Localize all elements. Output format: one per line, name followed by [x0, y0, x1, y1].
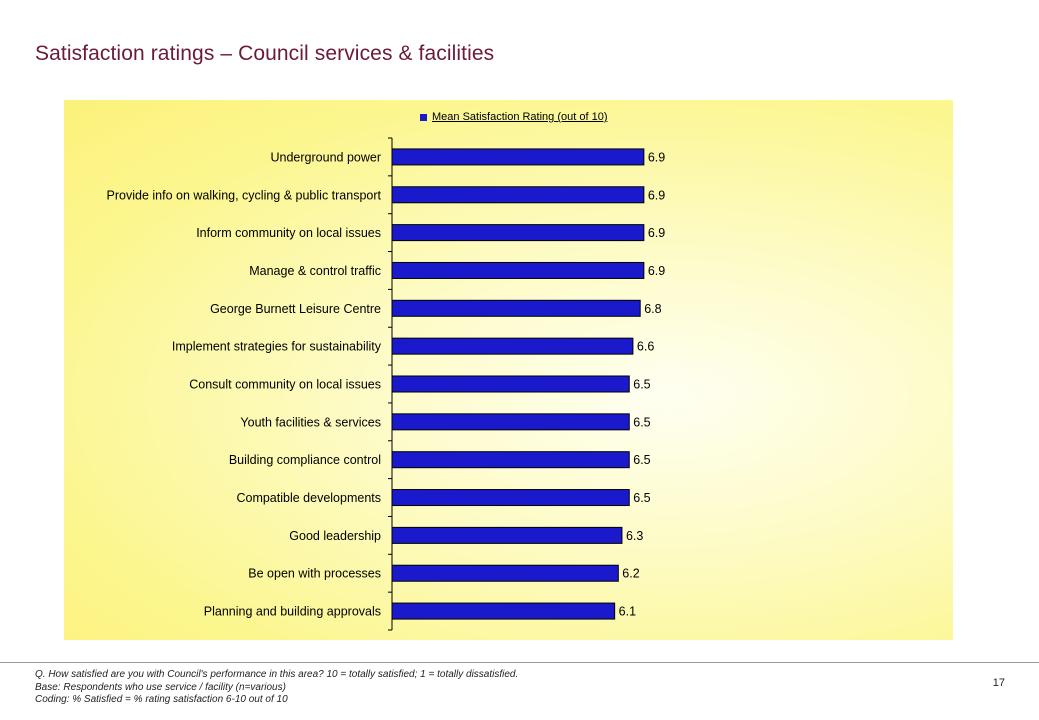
- bar: [391, 224, 645, 242]
- footer-divider: [0, 662, 1039, 663]
- bar: [391, 489, 630, 507]
- y-axis-ticks: [388, 137, 392, 631]
- category-label: Good leadership: [289, 529, 381, 543]
- data-label: 6.5: [633, 453, 650, 467]
- footnotes: Q. How satisfied are you with Council's …: [35, 669, 518, 707]
- data-label: 6.3: [626, 529, 643, 543]
- chart-legend: Mean Satisfaction Rating (out of 10): [420, 111, 607, 123]
- bar: [391, 602, 616, 620]
- bars-layer: [391, 148, 645, 620]
- bar: [391, 564, 619, 582]
- category-labels: Underground power Provide info on walking…: [107, 150, 382, 618]
- data-label: 6.9: [648, 264, 665, 278]
- data-label: 6.2: [622, 567, 639, 581]
- category-label: Planning and building approvals: [204, 605, 381, 619]
- bar: [391, 148, 645, 166]
- bar: [391, 413, 630, 431]
- bar: [391, 186, 645, 204]
- data-label: 6.9: [648, 188, 665, 202]
- category-label: Provide info on walking, cycling & publi…: [107, 188, 382, 202]
- bar: [391, 337, 634, 355]
- page-number: 17: [992, 677, 1005, 689]
- category-label: Underground power: [271, 150, 382, 164]
- category-label: Implement strategies for sustainability: [172, 340, 382, 354]
- category-label: George Burnett Leisure Centre: [210, 302, 381, 316]
- data-labels: 6.9 6.9 6.9 6.9 6.8 6.6 6.5 6.5 6.5 6.5 6.3 6.2 6.1: [619, 150, 666, 618]
- data-label: 6.9: [648, 150, 665, 164]
- data-label: 6.9: [648, 226, 665, 240]
- bar: [391, 299, 641, 317]
- footnote-coding: Coding: % Satisfied = % rating satisfact…: [35, 694, 288, 705]
- data-label: 6.8: [644, 302, 661, 316]
- category-label: Youth facilities & services: [240, 415, 381, 429]
- data-label: 6.1: [619, 605, 636, 619]
- category-label: Consult community on local issues: [189, 378, 381, 392]
- bar: [391, 261, 645, 279]
- bar: [391, 451, 630, 469]
- bar: [391, 375, 630, 393]
- category-label: Inform community on local issues: [196, 226, 381, 240]
- footnote-base: Base: Respondents who use service / faci…: [35, 681, 286, 693]
- data-label: 6.5: [633, 378, 650, 392]
- category-label: Compatible developments: [236, 491, 381, 505]
- category-label: Manage & control traffic: [249, 264, 381, 278]
- legend-label: Mean Satisfaction Rating (out of 10): [432, 111, 608, 123]
- data-label: 6.5: [633, 491, 650, 505]
- footnote-question: Q. How satisfied are you with Council's …: [35, 669, 519, 680]
- bar: [391, 526, 623, 544]
- category-label: Building compliance control: [229, 453, 381, 467]
- data-label: 6.6: [637, 340, 654, 354]
- category-label: Be open with processes: [248, 567, 381, 581]
- data-label: 6.5: [633, 415, 650, 429]
- slide-title: Satisfaction ratings – Council services …: [35, 42, 495, 65]
- legend-swatch: [420, 113, 427, 121]
